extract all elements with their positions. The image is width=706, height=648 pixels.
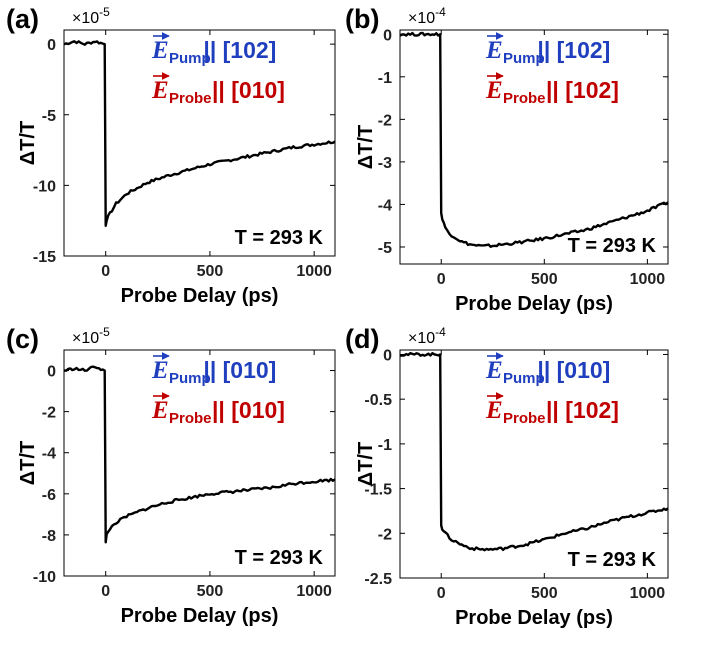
x-axis-label: Probe Delay (ps) — [121, 605, 279, 627]
legend-entry-pump: E Pump || [010] — [485, 352, 610, 387]
y-tick-label: -2.5 — [364, 571, 392, 588]
panel-label: (b) — [345, 4, 379, 34]
legend-field-symbol: E — [151, 77, 169, 104]
scale-factor: ×10-4 — [408, 325, 446, 347]
legend-field-symbol: E — [485, 357, 503, 384]
x-tick-label: 500 — [531, 271, 558, 288]
y-tick-label: -2 — [378, 112, 392, 129]
temperature-annotation: T = 293 K — [235, 227, 324, 249]
x-tick-label: 0 — [101, 263, 110, 280]
panel-label: (d) — [345, 324, 379, 354]
y-tick-label: -2 — [378, 526, 392, 543]
axes-frame — [399, 29, 669, 265]
legend-direction: || [102] — [546, 397, 619, 423]
data-series-line — [63, 40, 336, 228]
y-tick-label: 0 — [383, 347, 392, 364]
legend-field-symbol: E — [485, 77, 503, 104]
y-tick-label: -4 — [42, 446, 56, 463]
legend-direction: || [010] — [537, 357, 610, 383]
axes-frame — [63, 349, 336, 577]
legend-subscript: Pump — [169, 370, 211, 387]
y-tick-label: -5 — [42, 108, 56, 125]
legend-subscript: Probe — [503, 90, 546, 107]
data-series-line — [63, 365, 336, 544]
legend-direction: || [010] — [212, 397, 285, 423]
legend-subscript: Probe — [169, 410, 212, 427]
y-tick-label: -0.5 — [364, 392, 392, 409]
y-axis-label: ΔT/T — [355, 442, 377, 486]
y-axis-label: ΔT/T — [17, 441, 39, 485]
y-tick-label: -1.5 — [364, 482, 392, 499]
x-tick-label: 500 — [197, 263, 224, 280]
legend-direction: || [010] — [203, 357, 276, 383]
x-tick-label: 0 — [437, 271, 446, 288]
legend-entry-probe: E Probe || [102] — [485, 392, 619, 427]
panel-label: (a) — [6, 4, 39, 34]
data-series-line — [399, 31, 669, 249]
legend-direction: || [102] — [537, 37, 610, 63]
legend-entry-pump: E Pump || [010] — [151, 352, 276, 387]
legend-field-symbol: E — [151, 37, 169, 64]
temperature-annotation: T = 293 K — [568, 549, 657, 571]
chart-panel-1: (a) 0 500 1000 0 -5 -10 -15 ×10-5 ΔT/T Probe Delay… — [6, 4, 336, 307]
axes-frame — [63, 29, 336, 257]
x-axis-label: Probe Delay (ps) — [121, 285, 279, 307]
x-tick-label: 0 — [437, 585, 446, 602]
chart-panel-3: (c) 0 500 1000 0 -2 -4 -6 -8 -10 ×10-5 ΔT/T Probe De… — [6, 324, 336, 627]
x-tick-label: 500 — [531, 585, 558, 602]
x-tick-label: 1000 — [630, 585, 666, 602]
y-tick-label: 0 — [383, 27, 392, 44]
y-tick-label: -3 — [378, 155, 392, 172]
y-tick-label: -1 — [378, 70, 392, 87]
legend-subscript: Probe — [503, 410, 546, 427]
y-axis-label: ΔT/T — [355, 125, 377, 169]
legend-field-symbol: E — [485, 397, 503, 424]
x-tick-label: 1000 — [296, 263, 332, 280]
legend-field-symbol: E — [151, 397, 169, 424]
x-axis-label: Probe Delay (ps) — [455, 293, 613, 315]
legend-direction: || [010] — [212, 77, 285, 103]
legend-entry-probe: E Probe || [010] — [151, 72, 285, 107]
x-tick-label: 0 — [101, 583, 110, 600]
data-series-line — [399, 352, 669, 552]
legend-field-symbol: E — [151, 357, 169, 384]
legend-subscript: Probe — [169, 90, 212, 107]
legend-direction: || [102] — [203, 37, 276, 63]
x-axis-label: Probe Delay (ps) — [455, 607, 613, 629]
y-tick-label: -1 — [378, 437, 392, 454]
legend-entry-pump: E Pump || [102] — [151, 32, 276, 67]
y-tick-label: -4 — [378, 197, 392, 214]
y-tick-label: 0 — [47, 37, 56, 54]
x-tick-label: 1000 — [296, 583, 332, 600]
temperature-annotation: T = 293 K — [568, 235, 657, 257]
scale-factor: ×10-4 — [408, 5, 446, 27]
legend-entry-pump: E Pump || [102] — [485, 32, 610, 67]
chart-panel-4: (d)0 500 10000-0.5-1-1.5-2-2.5×10-4ΔT/TPro… — [345, 324, 669, 629]
y-tick-label: 0 — [47, 364, 56, 381]
y-tick-label: -15 — [33, 249, 56, 266]
x-tick-label: 500 — [197, 583, 224, 600]
y-tick-label: -10 — [33, 178, 56, 195]
legend-subscript: Pump — [503, 50, 545, 67]
panel-label: (c) — [6, 324, 39, 354]
y-tick-label: -10 — [33, 569, 56, 586]
legend-entry-probe: E Probe || [010] — [151, 392, 285, 427]
legend-direction: || [102] — [546, 77, 619, 103]
scale-factor: ×10-5 — [72, 325, 110, 347]
legend-subscript: Pump — [503, 370, 545, 387]
y-tick-label: -2 — [42, 405, 56, 422]
scale-factor: ×10-5 — [72, 5, 110, 27]
y-tick-label: -6 — [42, 487, 56, 504]
legend-entry-probe: E Probe || [102] — [485, 72, 619, 107]
legend-subscript: Pump — [169, 50, 211, 67]
axes-frame — [399, 349, 669, 579]
y-tick-label: -5 — [378, 240, 392, 257]
x-tick-label: 1000 — [630, 271, 666, 288]
y-axis-label: ΔT/T — [17, 121, 39, 165]
legend-field-symbol: E — [485, 37, 503, 64]
temperature-annotation: T = 293 K — [235, 547, 324, 569]
y-tick-label: -8 — [42, 528, 56, 545]
